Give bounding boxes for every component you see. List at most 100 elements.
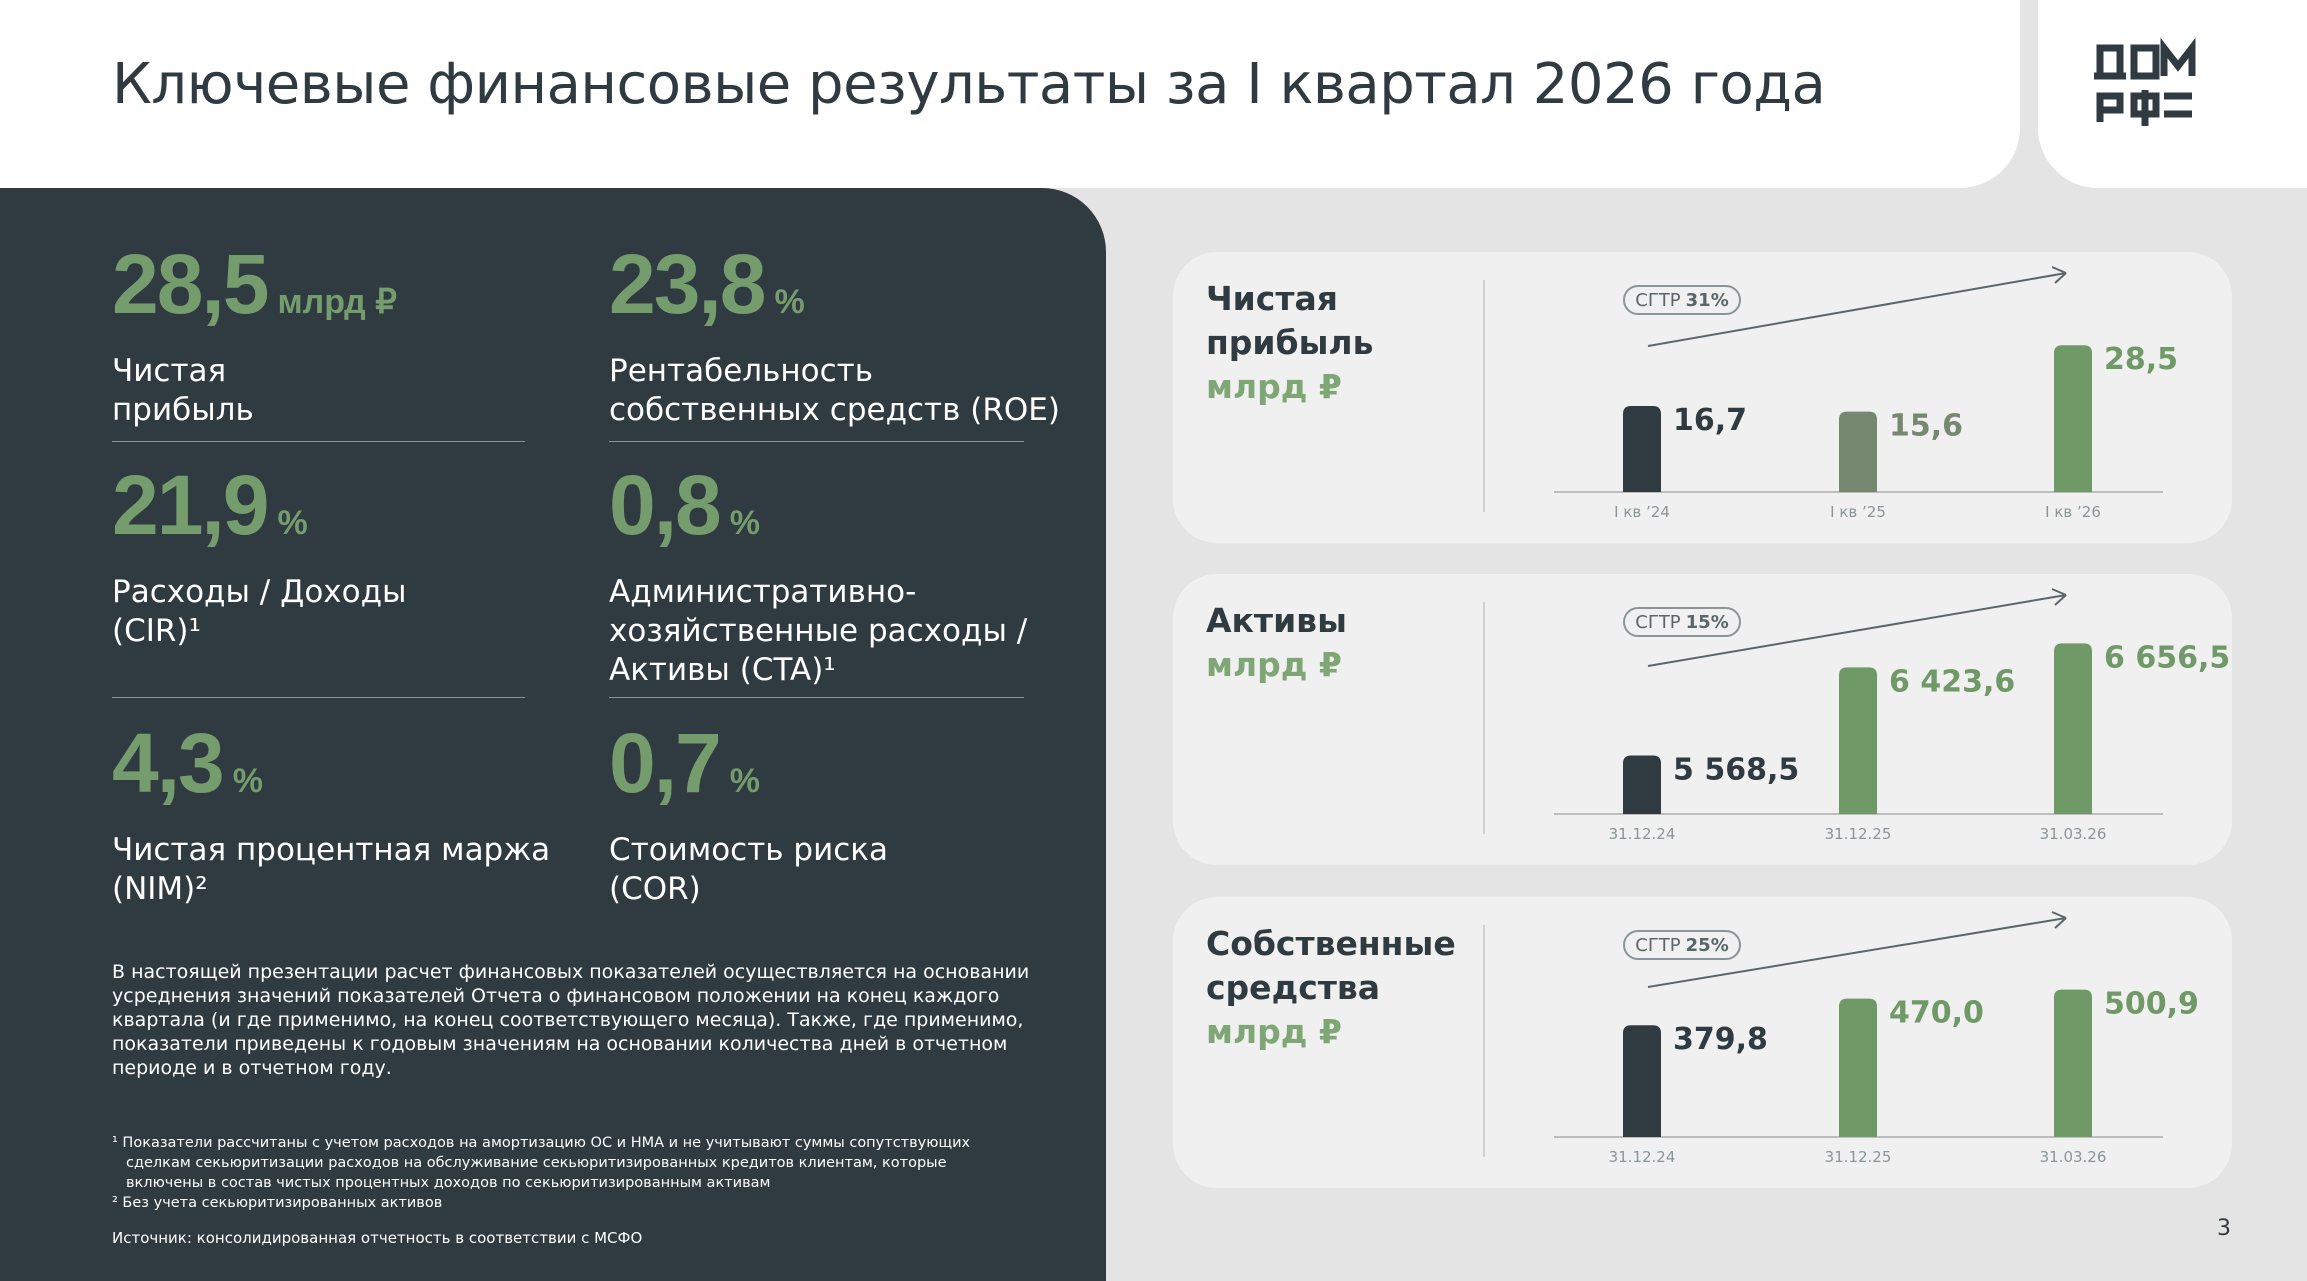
kpi: 0,7% Стоимость риска (COR) bbox=[609, 715, 888, 909]
divider bbox=[609, 697, 1024, 698]
kpi-unit: % bbox=[277, 504, 308, 542]
kpi-value-row: 28,5 млрд ₽ bbox=[112, 236, 397, 350]
page-title: Ключевые финансовые результаты за I квар… bbox=[112, 52, 1826, 117]
logo-mark bbox=[2094, 37, 2196, 126]
bar bbox=[1623, 755, 1661, 814]
arrow-head bbox=[2051, 266, 2067, 284]
kpi-label: Стоимость риска (COR) bbox=[609, 831, 888, 909]
value-label: 15,6 bbox=[1889, 409, 1963, 444]
kpi-label: Рентабельность собственных средств (ROE) bbox=[609, 352, 1060, 430]
x-tick-label: I кв ’25 bbox=[1830, 503, 1886, 521]
chart-title: средства bbox=[1206, 968, 1380, 1007]
chart-title: Чистая bbox=[1206, 279, 1338, 318]
x-tick-label: I кв ’26 bbox=[2045, 503, 2101, 521]
header-panel bbox=[0, 0, 2020, 188]
kpi-label-line: хозяйственные расходы / bbox=[609, 613, 1028, 649]
kpi-value-row: 23,8% bbox=[609, 236, 1060, 350]
chart-card: Чистая прибыль млрд ₽ СГТР 31% 16,7 I кв ’24 15… bbox=[1173, 252, 2232, 543]
kpi-value: 0,7 bbox=[609, 716, 722, 810]
bar bbox=[2054, 643, 2092, 814]
kpi-label-line: (COR) bbox=[609, 871, 701, 907]
chart-unit: млрд ₽ bbox=[1206, 1012, 1342, 1051]
kpi-value: 0,8 bbox=[609, 458, 722, 552]
kpi-value-row: 21,9% bbox=[112, 457, 407, 571]
kpi-unit: % bbox=[729, 504, 761, 542]
x-tick-label: 31.12.24 bbox=[1609, 1148, 1676, 1166]
bar bbox=[1839, 411, 1877, 492]
kpi-value: 28,5 bbox=[112, 237, 269, 331]
x-tick-label: 31.03.26 bbox=[2040, 825, 2107, 843]
kpi-label: Административно-хозяйственные расходы / А… bbox=[609, 573, 1027, 690]
chart-card: Активы млрд ₽ СГТР 15% 5 568,5 31.12.24 6 423,… bbox=[1173, 574, 2232, 865]
kpi-label-line: (NIM)² bbox=[112, 871, 208, 907]
source: Источник: консолидированная отчетность в… bbox=[112, 1229, 643, 1247]
value-label: 16,7 bbox=[1673, 403, 1747, 438]
kpi: 0,8% Административно-хозяйственные расход… bbox=[609, 457, 1027, 690]
kpi-label-line: Административно- bbox=[609, 574, 917, 610]
page-number: 3 bbox=[2217, 1216, 2231, 1241]
arrow-head bbox=[2051, 588, 2067, 606]
cagr: СГТР 25% bbox=[1635, 935, 1729, 956]
kpi-label-line: Чистая процентная маржа bbox=[112, 832, 551, 868]
x-tick-label: 31.03.26 bbox=[2040, 1148, 2107, 1166]
logo bbox=[2038, 0, 2307, 188]
x-tick-label: I кв ’24 bbox=[1614, 503, 1670, 521]
kpi-value: 21,9 bbox=[112, 458, 269, 552]
bar bbox=[1623, 1025, 1661, 1137]
divider bbox=[609, 441, 1024, 442]
kpi-label-line: собственных средств (ROE) bbox=[609, 392, 1060, 428]
value-label: 5 568,5 bbox=[1673, 752, 1799, 787]
kpi-unit: млрд ₽ bbox=[277, 283, 397, 321]
bar bbox=[1839, 667, 1877, 814]
cagr: СГТР 15% bbox=[1635, 612, 1729, 633]
kpi-unit: % bbox=[729, 762, 761, 800]
kpi-unit: % bbox=[774, 283, 805, 321]
chart: Чистая прибыль млрд ₽ СГТР 31% 16,7 I кв ’24 15… bbox=[1206, 266, 2178, 521]
kpi-label: Чистая процентная маржа (NIM)² bbox=[112, 831, 550, 909]
footnote: ² Без учета секьюритизированных активов bbox=[112, 1195, 443, 1211]
kpi-label-line: Чистая bbox=[112, 353, 227, 389]
kpi-value-row: 0,7% bbox=[609, 715, 888, 829]
chart-title: прибыль bbox=[1206, 323, 1373, 362]
kpi-label: Чистая прибыль bbox=[112, 352, 397, 430]
cagr-pill bbox=[1623, 607, 1741, 637]
divider bbox=[112, 697, 525, 698]
trend-arrow bbox=[1647, 272, 2067, 347]
cagr-pill bbox=[1623, 930, 1741, 960]
value-label: 6 656,5 bbox=[2104, 640, 2230, 675]
kpi: 28,5 млрд ₽ Чистая прибыль bbox=[112, 236, 397, 430]
trend-arrow bbox=[1647, 917, 2067, 988]
bar bbox=[1623, 405, 1661, 492]
kpi-label-line: Расходы / Доходы bbox=[112, 574, 407, 610]
methodology-note: В настоящей презентации расчет финансовы… bbox=[112, 961, 1030, 1079]
cagr-value: 15% bbox=[1686, 612, 1729, 633]
cagr-pill bbox=[1623, 285, 1741, 315]
chart-card: Собственные средства млрд ₽ СГТР 25% 379,8 31.… bbox=[1173, 897, 2232, 1188]
kpi-value-row: 4,3% bbox=[112, 715, 550, 829]
kpi-panel bbox=[0, 188, 1106, 1281]
kpi-label-line: Активы (CTA)¹ bbox=[609, 652, 836, 688]
value-label: 6 423,6 bbox=[1889, 664, 2015, 699]
bar bbox=[1839, 998, 1877, 1137]
kpi: 21,9% Расходы / Доходы (CIR)¹ bbox=[112, 457, 407, 651]
cagr: СГТР 31% bbox=[1635, 290, 1729, 311]
cagr-label: СГТР bbox=[1635, 935, 1681, 956]
kpi: 4,3% Чистая процентная маржа (NIM)² bbox=[112, 715, 550, 909]
kpi-label-line: (CIR)¹ bbox=[112, 613, 201, 649]
chart: Активы млрд ₽ СГТР 15% 5 568,5 31.12.24 6 423,… bbox=[1206, 588, 2230, 843]
chart-title: Активы bbox=[1206, 601, 1347, 640]
bar bbox=[2054, 345, 2092, 492]
footnotes: ¹ Показатели рассчитаны с учетом расходо… bbox=[112, 1133, 1012, 1213]
value-label: 379,8 bbox=[1673, 1022, 1768, 1057]
arrow-head bbox=[2051, 911, 2067, 929]
divider bbox=[112, 441, 525, 442]
value-label: 500,9 bbox=[2104, 987, 2199, 1022]
x-tick-label: 31.12.24 bbox=[1609, 825, 1676, 843]
cagr-value: 25% bbox=[1686, 935, 1729, 956]
kpi-value: 4,3 bbox=[112, 716, 225, 810]
kpi-label-line: Рентабельность bbox=[609, 353, 873, 389]
x-tick-label: 31.12.25 bbox=[1825, 825, 1892, 843]
kpi-value-row: 0,8% bbox=[609, 457, 1027, 571]
chart-unit: млрд ₽ bbox=[1206, 645, 1342, 684]
